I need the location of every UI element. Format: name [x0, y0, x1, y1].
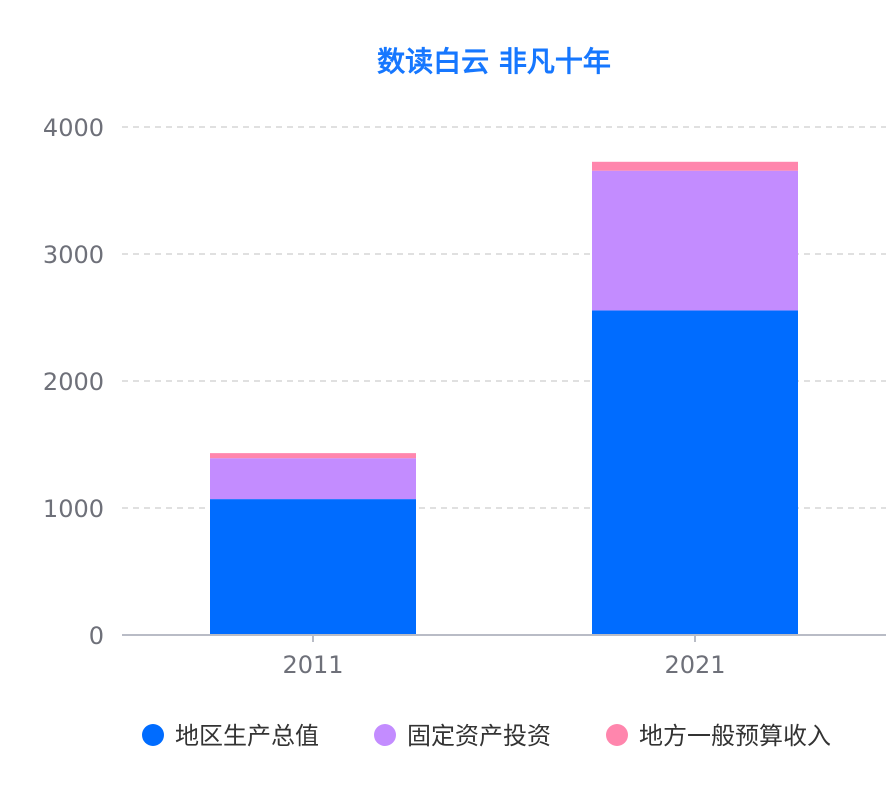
bar-segment[interactable] — [592, 170, 798, 311]
y-tick-label: 3000 — [43, 241, 104, 269]
legend-swatch — [142, 724, 164, 746]
legend-label: 地区生产总值 — [175, 722, 319, 750]
y-tick-label: 4000 — [43, 114, 104, 142]
bars — [210, 161, 798, 635]
legend-item[interactable]: 地区生产总值 — [142, 722, 319, 750]
x-tick-label: 2021 — [664, 651, 725, 679]
bar-segment[interactable] — [210, 458, 416, 500]
bar-segment[interactable] — [592, 161, 798, 171]
legend-swatch — [374, 724, 396, 746]
y-tick-label: 0 — [89, 622, 104, 650]
y-tick-label: 1000 — [43, 495, 104, 523]
bar-segment[interactable] — [210, 453, 416, 459]
x-tick-label: 2011 — [282, 651, 343, 679]
legend-item[interactable]: 地方一般预算收入 — [606, 722, 831, 750]
chart-title: 数读白云 非凡十年 — [377, 45, 611, 78]
legend[interactable]: 地区生产总值 固定资产投资 地方一般预算收入 — [142, 722, 831, 750]
bar-segment[interactable] — [592, 310, 798, 635]
legend-swatch — [606, 724, 628, 746]
legend-item[interactable]: 固定资产投资 — [374, 722, 551, 750]
legend-label: 固定资产投资 — [407, 722, 551, 750]
bar-segment[interactable] — [210, 499, 416, 635]
y-tick-label: 2000 — [43, 368, 104, 396]
legend-label: 地方一般预算收入 — [639, 722, 831, 750]
axes: 0 1000 2000 3000 4000 2011 2021 — [43, 114, 886, 679]
